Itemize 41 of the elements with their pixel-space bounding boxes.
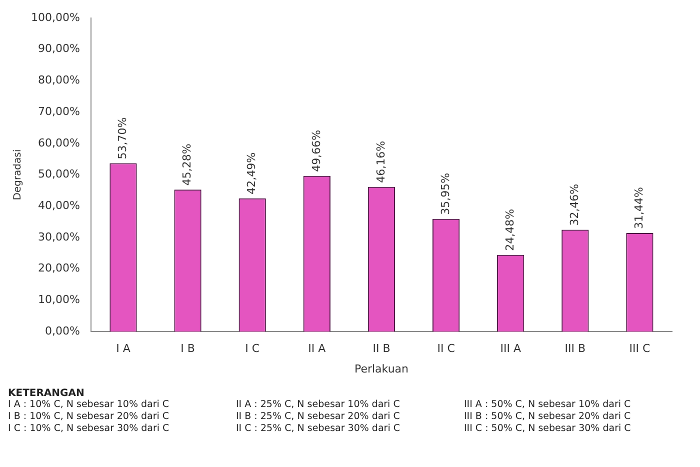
x-tick-label: I C: [245, 342, 260, 356]
data-label: 42,49%: [245, 152, 258, 194]
text: III A : 50% C, N sebesar 10% dari C: [464, 399, 632, 410]
text: I A : 10% C, N sebesar 10% dari C: [8, 399, 170, 410]
x-tick-label: I A: [116, 342, 131, 356]
text: KETERANGAN: [8, 388, 86, 399]
text: III C : 50% C, N sebesar 30% dari C: [464, 423, 632, 434]
x-tick-label: I B: [180, 342, 195, 356]
text: I C : 10% C, N sebesar 30% dari C: [8, 423, 170, 434]
x-tick-label: II A: [308, 342, 326, 356]
y-tick-label: 50,00%: [38, 168, 80, 181]
text: II B : 25% C, N sebesar 20% dari C: [236, 411, 401, 422]
data-label: 45,28%: [180, 144, 194, 186]
y-tick-label: 10,00%: [38, 293, 80, 306]
data-label: 53,70%: [116, 117, 130, 160]
data-label: 31,44%: [632, 187, 646, 230]
text: I B : 10% C, N sebesar 20% dari C: [8, 411, 170, 422]
y-tick-label: 100,00%: [30, 10, 80, 24]
y-tick-label: 70,00%: [38, 104, 80, 118]
y-tick-label: 20,00%: [38, 262, 80, 275]
x-axis-title: Perlakuan: [354, 362, 409, 376]
x-tick-label: III A: [500, 342, 522, 356]
y-tick-label: 30,00%: [38, 230, 80, 244]
y-tick-label: 80,00%: [38, 74, 80, 87]
x-tick-label: II B: [372, 342, 390, 356]
y-tick-label: 60,00%: [38, 136, 80, 150]
data-label: 46,16%: [374, 140, 388, 183]
text: II A : 25% C, N sebesar 10% dari C: [236, 399, 401, 410]
text: II C : 25% C, N sebesar 30% dari C: [236, 423, 401, 434]
data-label: 24,48%: [503, 208, 516, 251]
data-label: 32,46%: [568, 184, 582, 226]
x-tick-label: III B: [564, 342, 586, 356]
x-tick-label: II C: [437, 342, 456, 356]
x-tick-label: III C: [629, 342, 650, 356]
y-tick-label: 0,00%: [44, 324, 80, 338]
data-label: 35,95%: [438, 172, 452, 215]
y-axis-title: Degradasi: [12, 149, 24, 200]
y-tick-label: 90,00%: [38, 42, 80, 56]
text: III B : 50% C, N sebesar 20% dari C: [464, 411, 632, 422]
data-label: 49,66%: [310, 130, 323, 172]
y-tick-label: 40,00%: [38, 199, 80, 212]
